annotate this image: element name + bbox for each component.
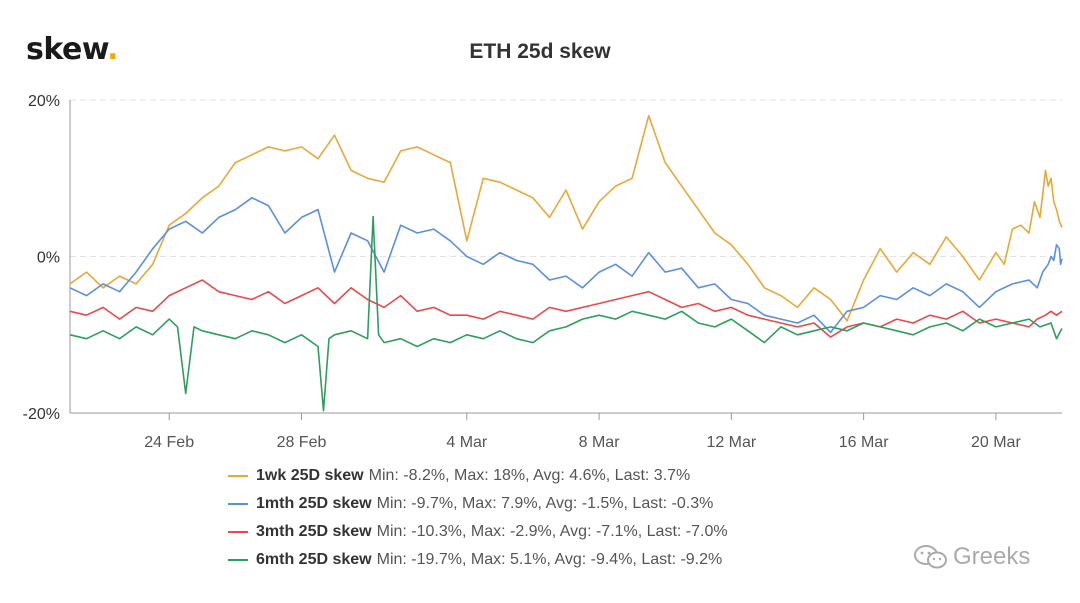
x-tick-label: 8 Mar: [579, 434, 621, 451]
x-tick-label: 4 Mar: [446, 434, 488, 451]
series-3mth-line: [69, 279, 1063, 338]
y-tick-label: -20%: [23, 406, 60, 423]
series-1mth-line: [69, 197, 1063, 334]
wechat-icon: [914, 545, 947, 569]
chart-title: ETH 25d skew: [469, 40, 611, 63]
legend-item-1mth[interactable]: 1mth 25D skew Min: -9.7%, Max: 7.9%, Avg…: [228, 490, 728, 518]
skew-logo: skew.: [26, 32, 119, 67]
x-tick-label: 16 Mar: [839, 434, 889, 451]
x-tick-label: 24 Feb: [144, 434, 194, 451]
chart-legend: 1wk 25D skew Min: -8.2%, Max: 18%, Avg: …: [228, 462, 728, 574]
legend-item-1wk[interactable]: 1wk 25D skew Min: -8.2%, Max: 18%, Avg: …: [228, 462, 728, 490]
legend-swatch: [228, 559, 248, 561]
legend-swatch: [228, 475, 248, 477]
series-1wk-line: [69, 114, 1063, 322]
x-tick-label: 20 Mar: [971, 434, 1021, 451]
series-6mth-line: [69, 215, 1063, 412]
legend-swatch: [228, 531, 248, 533]
legend-item-6mth[interactable]: 6mth 25D skew Min: -19.7%, Max: 5.1%, Av…: [228, 546, 728, 574]
legend-swatch: [228, 503, 248, 505]
legend-item-3mth[interactable]: 3mth 25D skew Min: -10.3%, Max: -2.9%, A…: [228, 518, 728, 546]
skew-line-chart: 20% 0% -20% 24 Feb 28 Feb 4 Mar 8 Mar 12 Mar 16 …: [23, 93, 1063, 451]
x-tick-label: 28 Feb: [277, 434, 327, 451]
y-tick-label: 20%: [28, 93, 60, 110]
x-tick-label: 12 Mar: [706, 434, 756, 451]
watermark: Greeks: [913, 543, 1030, 571]
y-tick-label: 0%: [37, 250, 60, 267]
watermark-text: Greeks: [953, 543, 1031, 570]
